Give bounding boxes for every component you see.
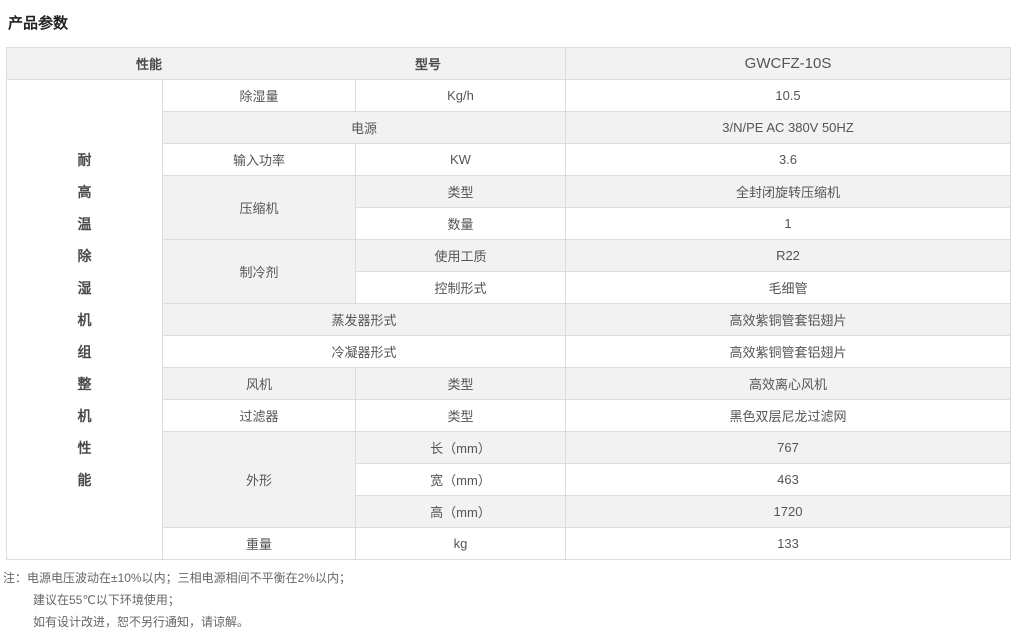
cell-evaporator-value: 高效紫铜管套铝翅片	[566, 304, 1011, 336]
cell-compressor-qty-label: 数量	[356, 208, 566, 240]
cell-dimensions-group: 外形	[163, 432, 356, 528]
cell-compressor-qty-value: 1	[566, 208, 1011, 240]
cell-dimensions-width-label: 宽（mm）	[356, 464, 566, 496]
cell-refrigerant-medium-label: 使用工质	[356, 240, 566, 272]
cell-dehumidify-value: 10.5	[566, 80, 1011, 112]
cell-compressor-type-value: 全封闭旋转压缩机	[566, 176, 1011, 208]
cell-refrigerant-medium-value: R22	[566, 240, 1011, 272]
cell-refrigerant-group: 制冷剂	[163, 240, 356, 304]
side-category-label: 耐高温除湿机组整机性能	[77, 151, 92, 488]
cell-dimensions-length-label: 长（mm）	[356, 432, 566, 464]
cell-weight-value: 133	[566, 528, 1011, 560]
cell-compressor-group: 压缩机	[163, 176, 356, 240]
cell-input-power-param: 输入功率	[163, 144, 356, 176]
cell-dimensions-length-value: 767	[566, 432, 1011, 464]
cell-input-power-unit: KW	[356, 144, 566, 176]
cell-dimensions-height-label: 高（mm）	[356, 496, 566, 528]
cell-power-supply-value: 3/N/PE AC 380V 50HZ	[566, 112, 1011, 144]
cell-filter-unit: 类型	[356, 400, 566, 432]
cell-weight-param: 重量	[163, 528, 356, 560]
spec-table: 性能 型号 GWCFZ-10S 耐高温除湿机组整机性能 除湿量 Kg/h 10.…	[6, 47, 1011, 560]
cell-input-power-value: 3.6	[566, 144, 1011, 176]
cell-dehumidify-unit: Kg/h	[356, 80, 566, 112]
cell-filter-param: 过滤器	[163, 400, 356, 432]
cell-fan-unit: 类型	[356, 368, 566, 400]
cell-refrigerant-control-value: 毛细管	[566, 272, 1011, 304]
cell-fan-param: 风机	[163, 368, 356, 400]
cell-evaporator-param: 蒸发器形式	[163, 304, 566, 336]
header-cell-model-value: GWCFZ-10S	[566, 48, 1011, 80]
cell-dehumidify-param: 除湿量	[163, 80, 356, 112]
cell-dimensions-height-value: 1720	[566, 496, 1011, 528]
cell-fan-value: 高效离心风机	[566, 368, 1011, 400]
cell-condenser-param: 冷凝器形式	[163, 336, 566, 368]
cell-power-supply-param: 电源	[163, 112, 566, 144]
cell-weight-unit: kg	[356, 528, 566, 560]
footnote-line-3: 如有设计改进，恕不另行通知，请谅解。	[33, 615, 250, 629]
footnote-line-1: 注：电源电压波动在±10%以内；三相电源相间不平衡在2%以内；	[3, 571, 351, 585]
page-title: 产品参数	[8, 15, 69, 32]
cell-refrigerant-control-label: 控制形式	[356, 272, 566, 304]
side-category-cell: 耐高温除湿机组整机性能	[7, 80, 163, 560]
cell-condenser-value: 高效紫铜管套铝翅片	[566, 336, 1011, 368]
header-cell-performance: 性能	[7, 48, 291, 80]
cell-dimensions-width-value: 463	[566, 464, 1011, 496]
cell-compressor-type-label: 类型	[356, 176, 566, 208]
footnote-line-2: 建议在55℃以下环境使用；	[33, 593, 180, 607]
header-cell-model-label: 型号	[291, 48, 566, 80]
cell-filter-value: 黑色双层尼龙过滤网	[566, 400, 1011, 432]
footnotes: 注：电源电压波动在±10%以内；三相电源相间不平衡在2%以内； 建议在55℃以下…	[3, 567, 1016, 633]
